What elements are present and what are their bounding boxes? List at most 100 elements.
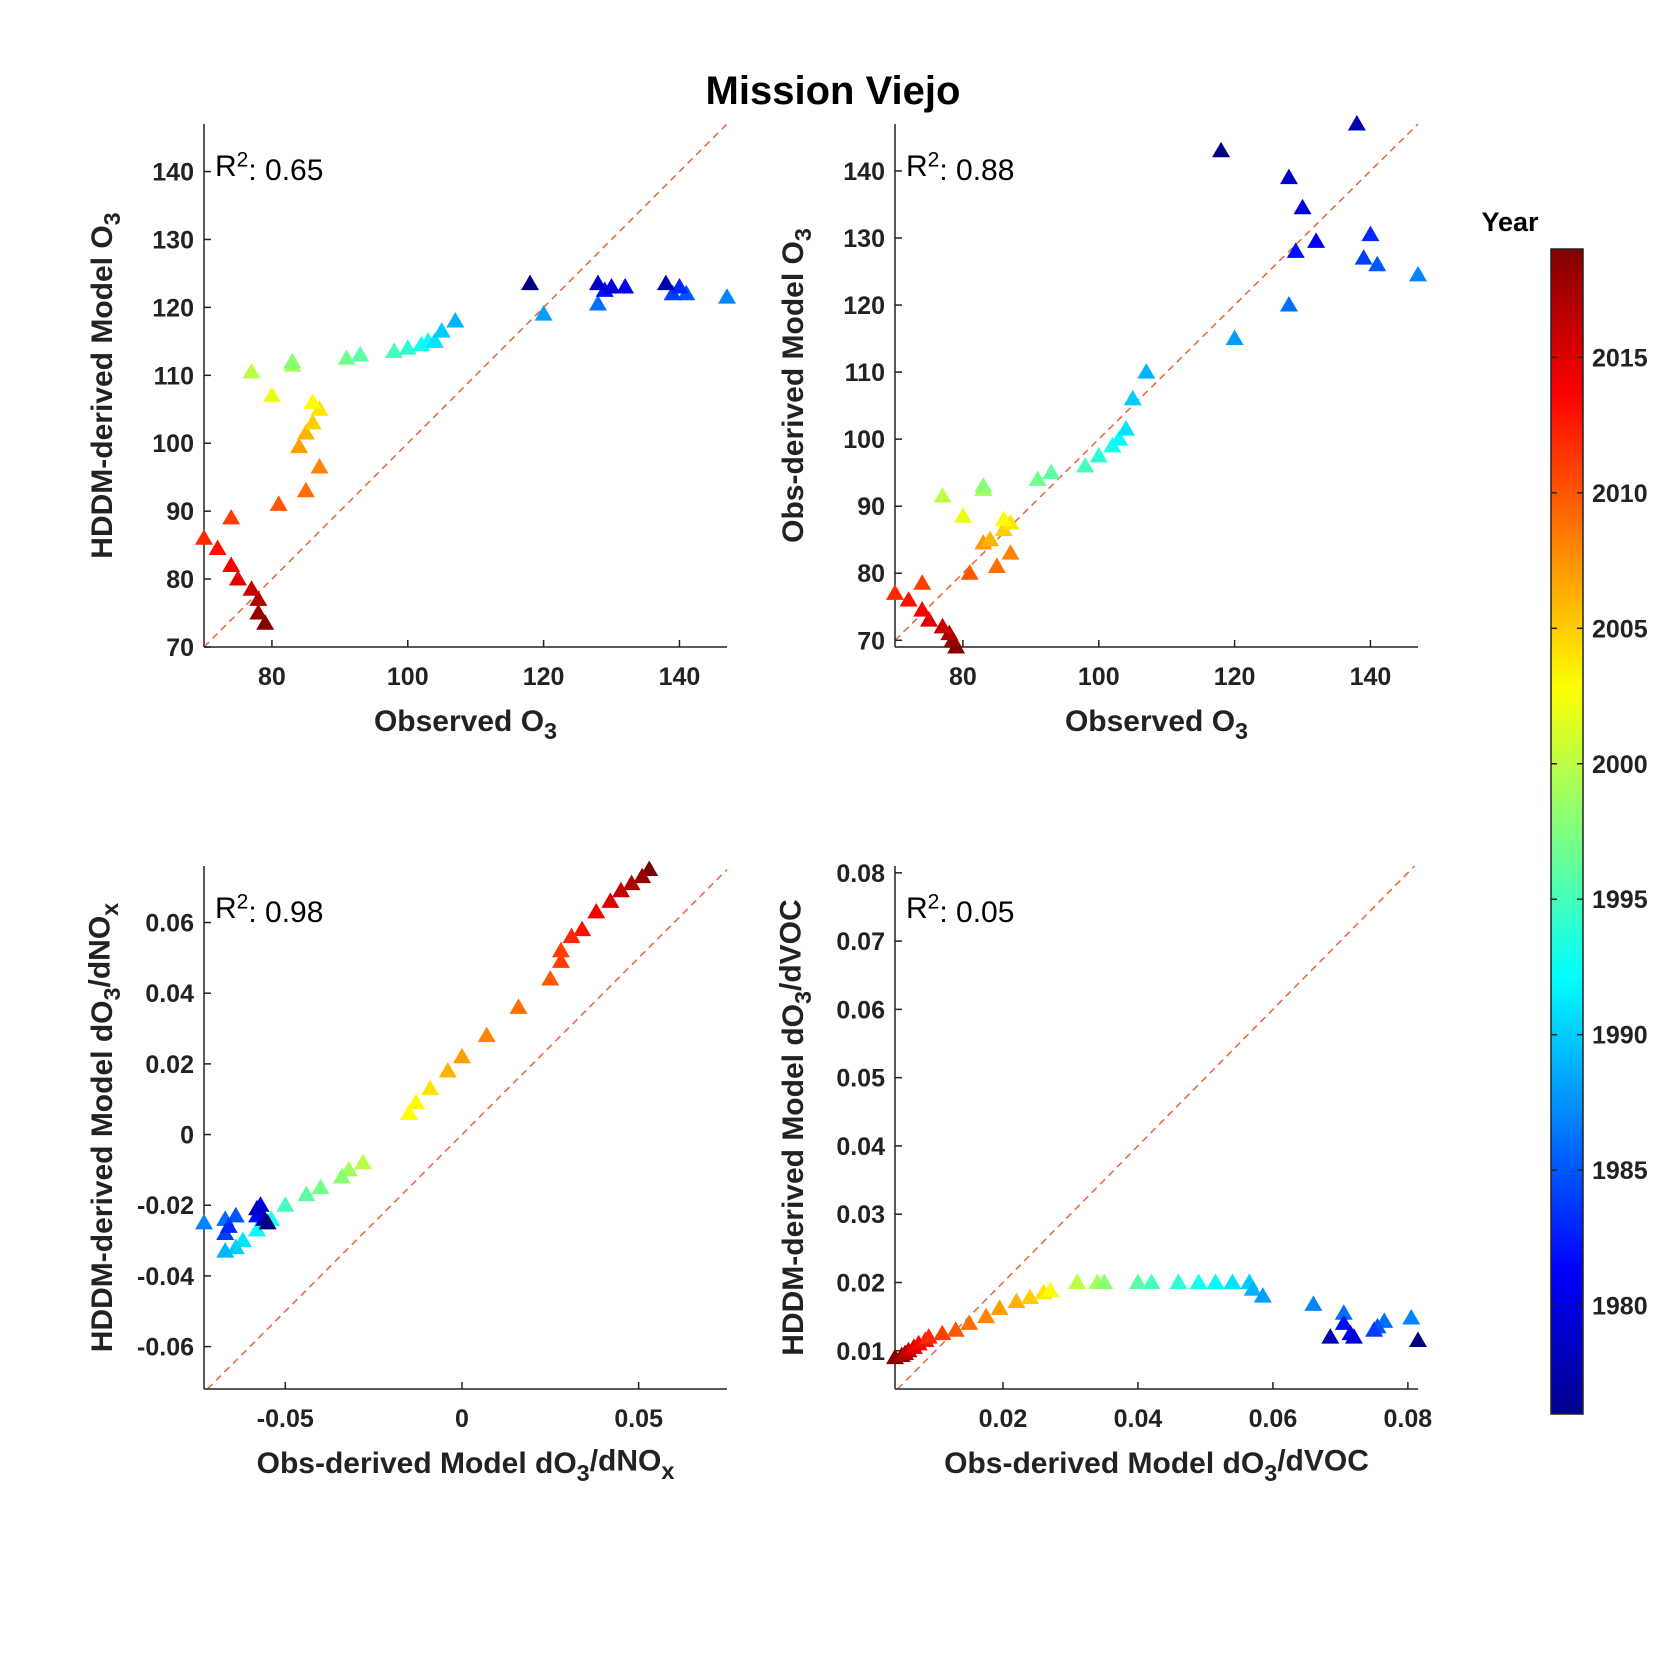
r-squared-annotation: R2: 0.88 bbox=[906, 149, 1014, 188]
data-point bbox=[1279, 168, 1298, 185]
data-point bbox=[1286, 242, 1305, 258]
data-point bbox=[919, 1328, 938, 1344]
data-point bbox=[899, 591, 918, 607]
data-point bbox=[534, 305, 553, 321]
data-point bbox=[1321, 1328, 1340, 1344]
y-tick-label: 0.02 bbox=[836, 1269, 885, 1297]
data-point bbox=[1206, 1273, 1225, 1289]
x-axis-label: Obs-derived Model dO3/dVOC bbox=[944, 1445, 1369, 1487]
y-tick-label: 0.02 bbox=[145, 1051, 194, 1079]
y-tick-label: 80 bbox=[166, 566, 194, 594]
data-point bbox=[249, 604, 268, 620]
colorbar-tick-label: 2005 bbox=[1592, 615, 1648, 643]
y-tick-label: 0.06 bbox=[836, 996, 885, 1024]
data-point bbox=[226, 1206, 245, 1223]
data-point bbox=[208, 539, 227, 555]
data-point bbox=[1334, 1314, 1353, 1330]
data-point bbox=[509, 998, 528, 1014]
data-point bbox=[562, 927, 581, 944]
data-point bbox=[283, 352, 302, 369]
data-point bbox=[222, 556, 241, 572]
data-point bbox=[242, 362, 261, 379]
panel-hddm-o3: 80 100 120 140 70 80 90 100 110 120 130 140 Observed… bbox=[86, 123, 736, 744]
x-axis-label: Observed O3 bbox=[1065, 705, 1248, 744]
data-point bbox=[1116, 420, 1135, 436]
data-point bbox=[1361, 225, 1380, 242]
y-tick-label: 0.05 bbox=[836, 1065, 885, 1093]
y-tick-label: 140 bbox=[843, 158, 885, 186]
data-point bbox=[602, 278, 621, 294]
data-point bbox=[425, 332, 444, 348]
x-tick-label: 140 bbox=[1350, 663, 1392, 691]
panel-obs-o3: 80 100 120 140 70 80 90 100 110 120 130 140 Observed… bbox=[777, 115, 1427, 744]
y-tick-label: 0 bbox=[180, 1122, 194, 1150]
data-point bbox=[919, 611, 938, 627]
x-tick-label: 120 bbox=[1214, 663, 1256, 691]
colorbar-tick-label: 2000 bbox=[1592, 751, 1648, 779]
colorbar-tick-label: 1990 bbox=[1592, 1022, 1648, 1050]
identity-line bbox=[207, 869, 728, 1390]
data-point bbox=[1243, 1280, 1262, 1296]
y-tick-label: 110 bbox=[845, 359, 885, 387]
y-tick-label: 130 bbox=[152, 226, 194, 254]
data-point bbox=[248, 1199, 267, 1216]
data-point bbox=[718, 288, 736, 304]
data-point bbox=[228, 570, 247, 586]
y-tick-label: 90 bbox=[166, 498, 194, 526]
y-tick-label: 80 bbox=[857, 560, 885, 588]
data-point bbox=[1007, 1292, 1026, 1309]
y-axis-label: HDDM-derived Model O3 bbox=[86, 212, 125, 558]
data-point bbox=[262, 386, 281, 403]
data-point bbox=[1089, 446, 1108, 463]
x-axis-label: Obs-derived Model dO3/dNOx bbox=[257, 1445, 675, 1487]
y-tick-label: 120 bbox=[152, 294, 194, 322]
data-point bbox=[432, 322, 451, 338]
x-axis-label: Observed O3 bbox=[374, 705, 557, 744]
y-tick-label: 0.08 bbox=[836, 860, 885, 888]
data-point bbox=[1409, 265, 1427, 282]
data-point bbox=[332, 1167, 351, 1184]
data-point bbox=[622, 874, 641, 891]
data-point bbox=[1142, 1273, 1161, 1289]
y-axis-label: HDDM-derived Model dO3/dVOC bbox=[775, 899, 817, 1355]
data-point bbox=[987, 557, 1006, 574]
y-tick-label: 100 bbox=[843, 426, 885, 454]
data-point bbox=[1253, 1287, 1272, 1303]
data-point bbox=[990, 1299, 1009, 1315]
colorbar-title: Year bbox=[1481, 207, 1539, 237]
colorbar-tick-label: 2015 bbox=[1592, 344, 1648, 372]
panel-dvoc: 0.02 0.04 0.06 0.08 0.01 0.02 0.03 0.04 0.05 0.06… bbox=[775, 860, 1433, 1486]
y-tick-label: 0.07 bbox=[836, 928, 885, 956]
data-point bbox=[1354, 249, 1373, 265]
y-tick-label: 0.04 bbox=[836, 1133, 885, 1161]
y-tick-label: 70 bbox=[857, 627, 885, 655]
data-point bbox=[1334, 1304, 1353, 1320]
x-tick-label: 100 bbox=[1078, 663, 1120, 691]
data-point bbox=[551, 941, 570, 958]
data-point bbox=[601, 892, 620, 908]
data-point bbox=[633, 867, 652, 884]
x-tick-label: 100 bbox=[387, 663, 429, 691]
data-point bbox=[886, 584, 904, 600]
colorbar-tick-label: 2010 bbox=[1592, 480, 1648, 508]
data-point bbox=[219, 1217, 238, 1233]
data-point bbox=[1169, 1273, 1188, 1289]
data-point bbox=[296, 481, 315, 498]
data-point bbox=[588, 294, 607, 311]
data-point bbox=[398, 339, 417, 355]
data-point bbox=[994, 510, 1013, 527]
colorbar-scale bbox=[1550, 248, 1584, 1415]
data-point bbox=[226, 1238, 245, 1255]
data-point bbox=[337, 349, 356, 365]
data-point bbox=[551, 952, 570, 968]
data-point bbox=[1028, 470, 1047, 486]
data-point bbox=[1344, 1328, 1363, 1344]
data-point bbox=[1123, 389, 1142, 406]
identity-line bbox=[203, 123, 728, 648]
data-point bbox=[195, 1213, 213, 1230]
data-point bbox=[216, 1242, 235, 1258]
data-point bbox=[452, 1047, 471, 1064]
x-tick-label: 0.02 bbox=[979, 1405, 1028, 1433]
data-point bbox=[1001, 544, 1020, 560]
data-point bbox=[276, 1196, 295, 1212]
